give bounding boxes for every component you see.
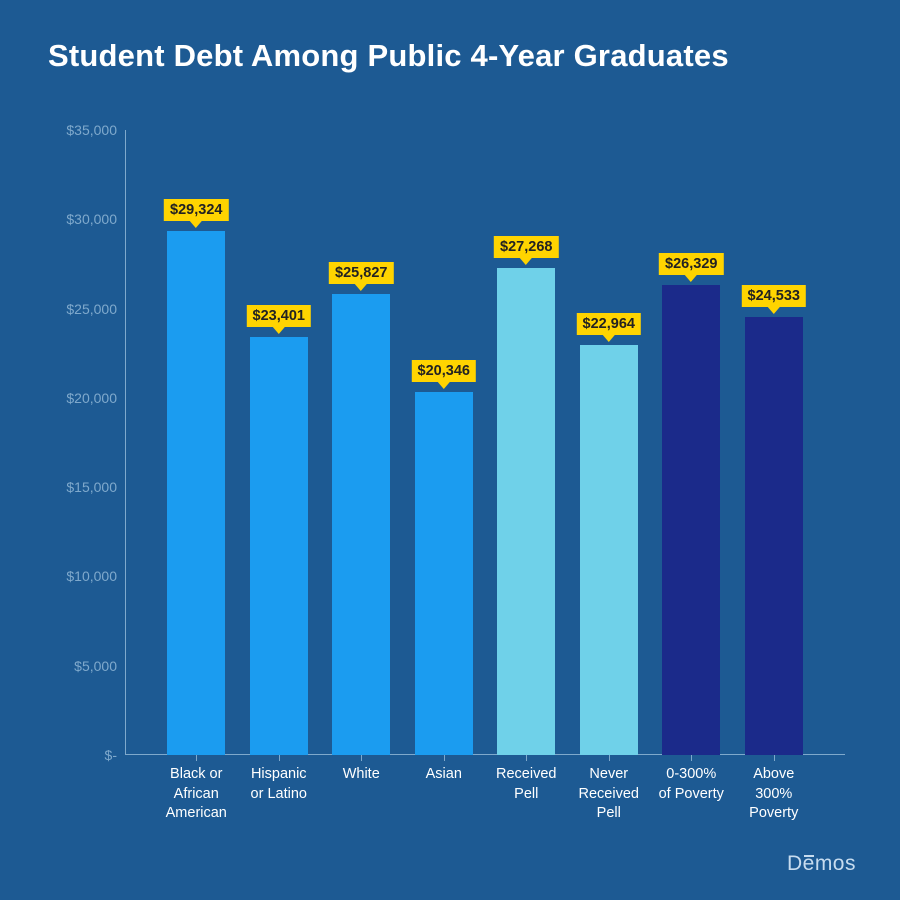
bar-value-text: $20,346 [412,360,476,382]
x-axis-label: Asian [399,765,489,785]
bar-group: $24,533 [745,317,803,755]
y-tick-label: $30,000 [66,211,117,227]
bar-value-label: $22,964 [577,313,641,335]
chart-area: $-$5,000$10,000$15,000$20,000$25,000$30,… [125,130,845,755]
bar-value-text: $26,329 [659,253,723,275]
y-axis-line [125,130,126,755]
bar [332,294,390,755]
x-tick-mark [609,755,610,761]
bar [415,392,473,755]
bar-group: $22,964 [580,345,638,755]
x-axis-label: ReceivedPell [481,765,571,804]
brand-logo: Demos [787,852,856,876]
x-tick-mark [361,755,362,761]
y-tick-label: $20,000 [66,390,117,406]
bar-value-label: $25,827 [329,262,393,284]
bar-group: $26,329 [662,285,720,755]
bar [167,231,225,755]
x-axis-label: Hispanicor Latino [234,765,324,804]
bar-value-text: $29,324 [164,199,228,221]
x-tick-mark [526,755,527,761]
y-tick-label: $10,000 [66,568,117,584]
bar-group: $23,401 [250,337,308,755]
x-axis-label: 0-300%of Poverty [646,765,736,804]
bar-group: $25,827 [332,294,390,755]
x-axis-label: Above300%Poverty [729,765,819,824]
bar-value-text: $22,964 [577,313,641,335]
y-axis: $-$5,000$10,000$15,000$20,000$25,000$30,… [55,130,125,755]
x-tick-mark [691,755,692,761]
y-tick-label: $25,000 [66,301,117,317]
bar-value-label: $20,346 [412,360,476,382]
plot-area: $29,324 $23,401 $25,827 $20,346 $27,268 $22,9… [125,130,845,755]
x-axis-label: Black orAfricanAmerican [151,765,241,824]
x-axis-label: NeverReceivedPell [564,765,654,824]
bar-value-text: $24,533 [742,285,806,307]
bar-group: $29,324 [167,231,225,755]
bar [580,345,638,755]
bar [497,268,555,755]
bar-value-text: $23,401 [247,305,311,327]
bar-value-label: $23,401 [247,305,311,327]
y-tick-label: $15,000 [66,479,117,495]
x-axis-label: White [316,765,406,785]
bar-value-text: $25,827 [329,262,393,284]
x-axis-line [125,754,845,755]
bar-value-label: $29,324 [164,199,228,221]
x-tick-mark [774,755,775,761]
bar-group: $20,346 [415,392,473,755]
bar [745,317,803,755]
y-tick-label: $35,000 [66,122,117,138]
y-tick-label: $5,000 [74,658,117,674]
x-tick-mark [279,755,280,761]
x-tick-mark [444,755,445,761]
y-tick-label: $- [105,747,117,763]
bar-value-label: $24,533 [742,285,806,307]
bar-group: $27,268 [497,268,555,755]
x-tick-mark [196,755,197,761]
bar-value-text: $27,268 [494,236,558,258]
chart-title: Student Debt Among Public 4-Year Graduat… [48,38,729,74]
bar-value-label: $26,329 [659,253,723,275]
bar [250,337,308,755]
bar-value-label: $27,268 [494,236,558,258]
bar [662,285,720,755]
